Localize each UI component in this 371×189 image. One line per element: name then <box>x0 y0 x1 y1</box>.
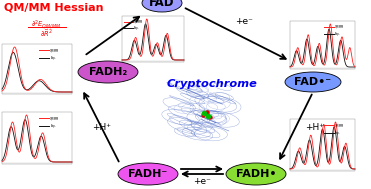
Bar <box>290 21 355 69</box>
Bar <box>290 119 355 171</box>
Text: +H⁺: +H⁺ <box>92 122 111 132</box>
Text: QM/MM: QM/MM <box>50 116 59 120</box>
Bar <box>2 112 72 164</box>
Text: QM/MM: QM/MM <box>134 19 143 23</box>
Text: Exp.: Exp. <box>335 131 340 135</box>
Text: QM/MM Hessian: QM/MM Hessian <box>4 2 104 12</box>
Bar <box>122 16 184 62</box>
Text: Exp.: Exp. <box>50 124 56 128</box>
Text: FADH•: FADH• <box>236 169 276 179</box>
Text: QM/MM: QM/MM <box>335 25 344 29</box>
Text: Exp.: Exp. <box>134 26 139 30</box>
Text: +H⁺: +H⁺ <box>305 122 324 132</box>
Ellipse shape <box>285 72 341 92</box>
Text: FAD•⁻: FAD•⁻ <box>295 77 332 87</box>
Text: QM/MM: QM/MM <box>335 123 344 127</box>
Text: $\partial^2 E_{QM/MM}$: $\partial^2 E_{QM/MM}$ <box>31 18 61 31</box>
Text: +e⁻: +e⁻ <box>235 16 253 26</box>
Text: $\partial \vec{R}^2$: $\partial \vec{R}^2$ <box>40 28 52 40</box>
Ellipse shape <box>78 61 138 83</box>
Ellipse shape <box>118 163 178 185</box>
Ellipse shape <box>142 0 182 12</box>
Text: +e⁻: +e⁻ <box>193 177 211 185</box>
Text: FAD: FAD <box>149 0 175 9</box>
Text: FADH⁻: FADH⁻ <box>128 169 168 179</box>
Text: Cryptochrome: Cryptochrome <box>167 79 257 89</box>
Text: Exp.: Exp. <box>335 32 340 36</box>
Text: FADH₂: FADH₂ <box>89 67 127 77</box>
Text: QM/MM: QM/MM <box>50 48 59 52</box>
Bar <box>2 44 72 94</box>
Ellipse shape <box>226 163 286 185</box>
Text: Exp.: Exp. <box>50 56 56 60</box>
